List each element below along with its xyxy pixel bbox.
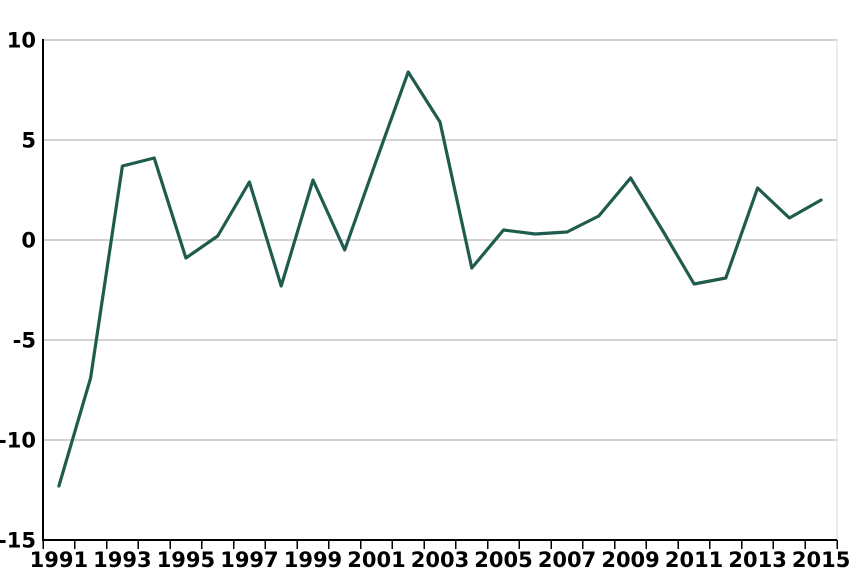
x-tick-label: 1991 [30,548,88,572]
y-tick-label: 5 [21,129,36,153]
x-tick-label: 2003 [411,548,469,572]
x-tick-label: 2007 [538,548,596,572]
x-tick-label: 1995 [157,548,215,572]
data-line-series [57,70,823,488]
y-tick-label: 10 [7,29,36,53]
x-tick-label: 1997 [220,548,278,572]
x-tick-label: 2005 [474,548,532,572]
x-tick-label: 2013 [728,548,786,572]
y-tick-label: -10 [0,429,36,453]
x-tick-label: 1999 [284,548,342,572]
x-tick-label: 1993 [93,548,151,572]
y-tick-label: -15 [0,529,36,553]
y-tick-label: 0 [21,229,36,253]
x-tick-label: 2001 [347,548,405,572]
y-tick-label: -5 [13,329,36,353]
x-tick-label: 2011 [665,548,723,572]
x-tick-label: 2009 [601,548,659,572]
x-tick-label: 2015 [792,548,850,572]
